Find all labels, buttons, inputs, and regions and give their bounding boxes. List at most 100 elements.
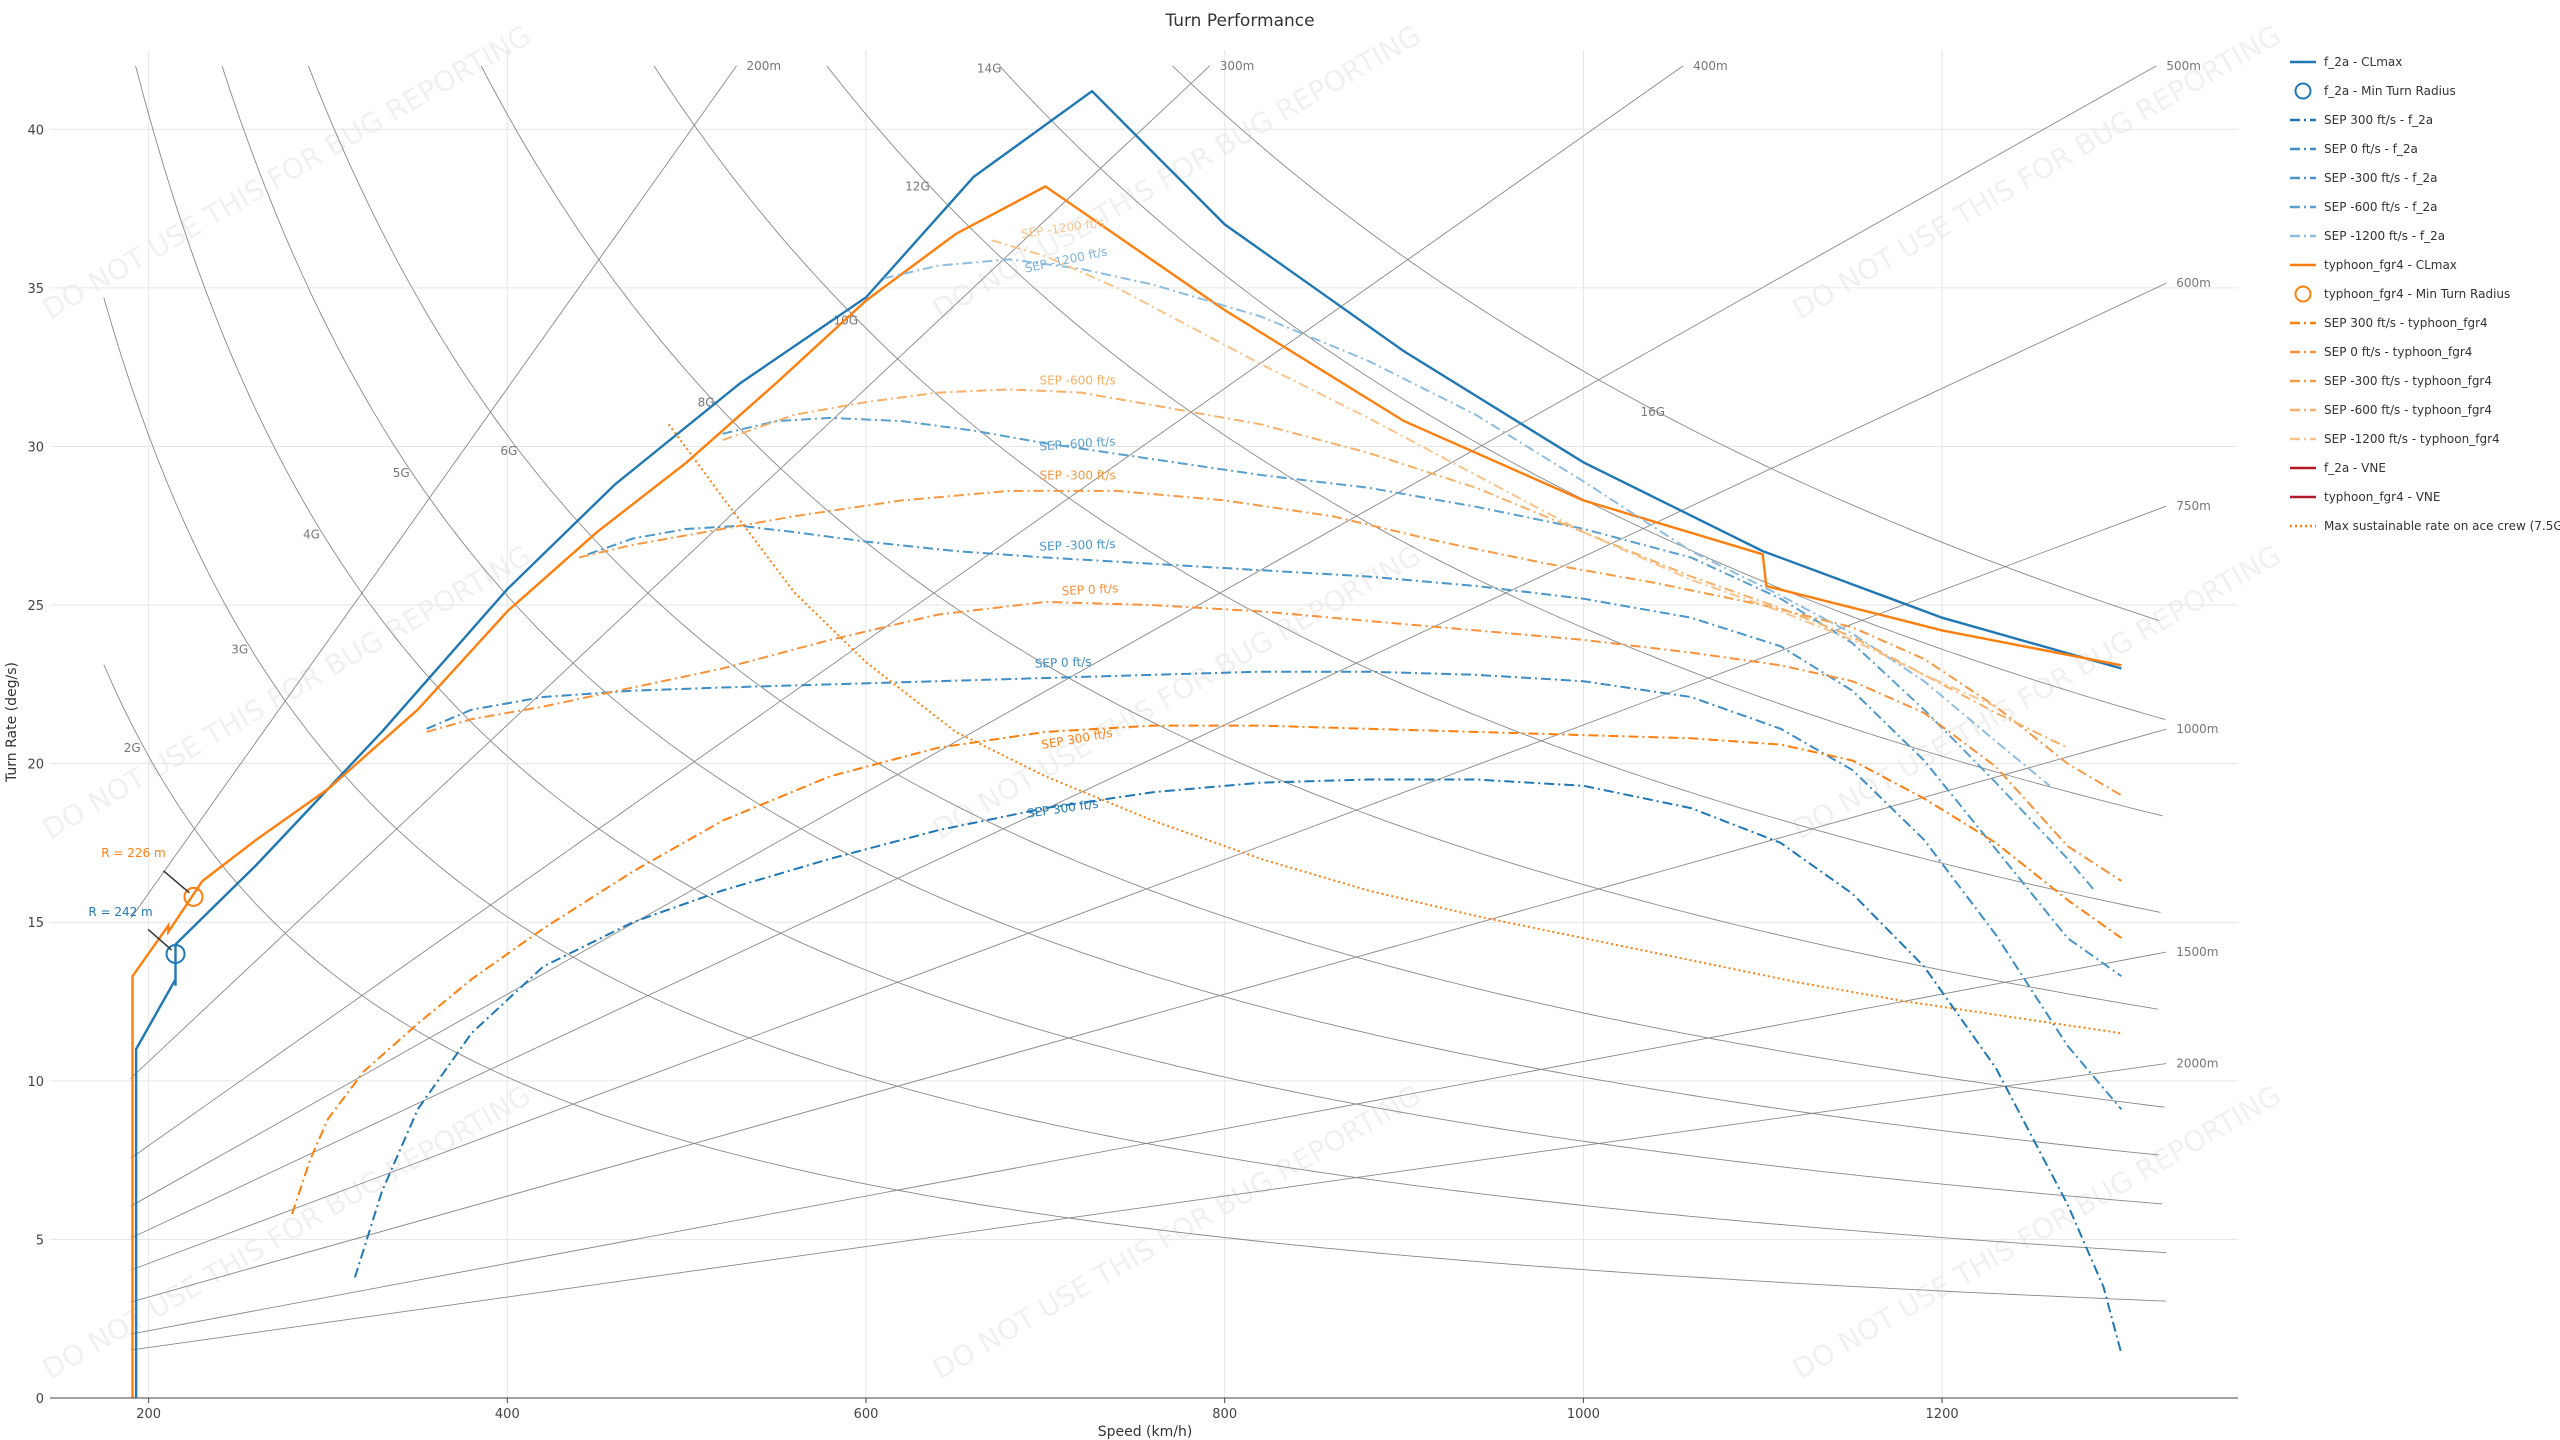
g-load-line: [307, 65, 2165, 1108]
sep-label: SEP 300 ft/s: [1026, 797, 1099, 821]
series-layer: [131, 89, 2123, 1398]
g-load-line: [135, 65, 2163, 1205]
g-load-label: 2G: [124, 741, 141, 755]
radius-line: [130, 282, 2167, 1239]
series-line: [722, 388, 2069, 749]
series-line: [722, 416, 2096, 892]
sep-label: SEP -300 ft/s: [1039, 537, 1116, 554]
y-tick-label: 0: [36, 1392, 44, 1407]
legend-item: SEP -300 ft/s - typhoon_fgr4: [2324, 374, 2492, 388]
axes-layer: 200 400 600 800 1000 1200 0 5 10 15 20 25 30 35 40: [27, 123, 2238, 1422]
series-line: [587, 524, 2122, 978]
radius-line: [130, 65, 1684, 1159]
legend-item: typhoon_fgr4 - Min Turn Radius: [2324, 287, 2510, 301]
sep-label: SEP 0 ft/s: [1035, 655, 1092, 671]
legend-symbol: [2294, 285, 2312, 303]
series-line: [991, 239, 1997, 708]
radius-label: 300m: [1220, 59, 1255, 73]
g-load-label: 12G: [905, 180, 930, 194]
sep-label: SEP -600 ft/s: [1039, 373, 1115, 387]
y-tick-label: 30: [27, 440, 44, 455]
y-tick-label: 10: [27, 1075, 44, 1090]
radius-label: 750m: [2176, 499, 2211, 513]
legend-item: typhoon_fgr4 - VNE: [2324, 490, 2440, 504]
legend-item: f_2a - CLmax: [2324, 55, 2402, 69]
series-line: [667, 423, 2122, 1035]
watermark-text: DO NOT USE THIS FOR BUG REPORTING: [37, 539, 537, 846]
g-load-label: 6G: [500, 444, 517, 458]
series-line: [134, 89, 2122, 1398]
g-load-label: 14G: [977, 62, 1002, 76]
g-load-line: [826, 65, 2164, 817]
y-tick-label: 20: [27, 758, 44, 773]
radius-label: 2000m: [2176, 1057, 2218, 1071]
g-load-line: [103, 664, 2167, 1302]
legend-item: SEP -600 ft/s - f_2a: [2324, 200, 2437, 214]
g-load-label: 4G: [303, 527, 320, 541]
legend-item: SEP 300 ft/s - f_2a: [2324, 113, 2433, 127]
sep-label: SEP 0 ft/s: [1061, 581, 1118, 598]
radius-line: [130, 1063, 2167, 1351]
legend-item: typhoon_fgr4 - CLmax: [2324, 258, 2457, 272]
g-load-label: 16G: [1640, 405, 1665, 419]
sep-label: SEP -300 ft/s: [1039, 469, 1115, 483]
radius-line: [130, 951, 2167, 1335]
legend-item: Max sustainable rate on ace crew (7.5G): [2324, 519, 2560, 533]
radius-label: 1000m: [2176, 722, 2218, 736]
y-tick-label: 40: [27, 123, 44, 138]
y-tick-label: 5: [36, 1233, 44, 1248]
series-line: [291, 724, 2122, 1215]
legend-item: f_2a - Min Turn Radius: [2324, 84, 2456, 98]
watermark-text: DO NOT USE THIS FOR BUG REPORTING: [1787, 539, 2287, 846]
radius-label: 200m: [747, 59, 782, 73]
legend: f_2a - CLmax f_2a - Min Turn Radius SEP 30…: [2290, 55, 2560, 533]
min-turn-radius-label: R = 226 m: [101, 846, 165, 860]
sep-label: SEP -600 ft/s: [1039, 434, 1116, 453]
min-turn-radius-marker: [165, 943, 186, 964]
x-axis-title: Speed (km/h): [1098, 1424, 1193, 1440]
y-tick-label: 35: [27, 282, 44, 297]
legend-item: f_2a - VNE: [2324, 461, 2386, 475]
series-line: [578, 489, 2122, 797]
g-load-line: [1172, 65, 2159, 622]
x-tick-label: 200: [136, 1407, 161, 1422]
watermark-text: DO NOT USE THIS FOR BUG REPORTING: [1787, 19, 2287, 326]
legend-item: SEP -300 ft/s - f_2a: [2324, 171, 2437, 185]
annotation-arrow: [147, 928, 173, 951]
g-load-label: 5G: [393, 466, 410, 480]
radius-line: [130, 65, 2157, 1207]
watermark-text: DO NOT USE THIS FOR BUG REPORTING: [37, 19, 537, 326]
watermark-text: DO NOT USE THIS FOR BUG REPORTING: [1787, 1079, 2287, 1386]
annotation-arrow: [162, 870, 190, 894]
watermark-text: DO NOT USE THIS FOR BUG REPORTING: [927, 539, 1427, 846]
legend-item: SEP -1200 ft/s - typhoon_fgr4: [2324, 432, 2500, 446]
y-tick-label: 15: [27, 916, 44, 931]
series-line: [426, 600, 2122, 882]
radius-label: 1500m: [2176, 945, 2218, 959]
x-tick-label: 400: [495, 1407, 520, 1422]
radius-line: [130, 65, 1211, 1079]
radius-label: 500m: [2166, 59, 2201, 73]
y-axis-title: Turn Rate (deg/s): [4, 662, 20, 783]
min-turn-radius-layer: R = 242 m R = 226 m: [88, 846, 204, 964]
legend-item: SEP 0 ft/s - typhoon_fgr4: [2324, 345, 2472, 359]
series-line: [353, 778, 2123, 1354]
legend-item: SEP 300 ft/s - typhoon_fgr4: [2324, 316, 2488, 330]
g-load-line: [480, 65, 2159, 1010]
y-tick-label: 25: [27, 599, 44, 614]
series-line: [883, 258, 2051, 787]
legend-item: SEP -600 ft/s - typhoon_fgr4: [2324, 403, 2492, 417]
g-load-line: [221, 65, 2159, 1156]
radius-label: 400m: [1693, 59, 1728, 73]
min-turn-radius-marker: [183, 886, 204, 907]
radius-label: 600m: [2176, 276, 2211, 290]
x-tick-label: 1000: [1567, 1407, 1600, 1422]
legend-item: SEP 0 ft/s - f_2a: [2324, 142, 2418, 156]
min-turn-radius-label: R = 242 m: [88, 905, 152, 919]
legend-symbol: [2294, 82, 2312, 100]
radius-line: [130, 505, 2167, 1271]
series-line: [426, 670, 2123, 1111]
x-tick-label: 1200: [1926, 1407, 1959, 1422]
x-tick-label: 800: [1212, 1407, 1237, 1422]
